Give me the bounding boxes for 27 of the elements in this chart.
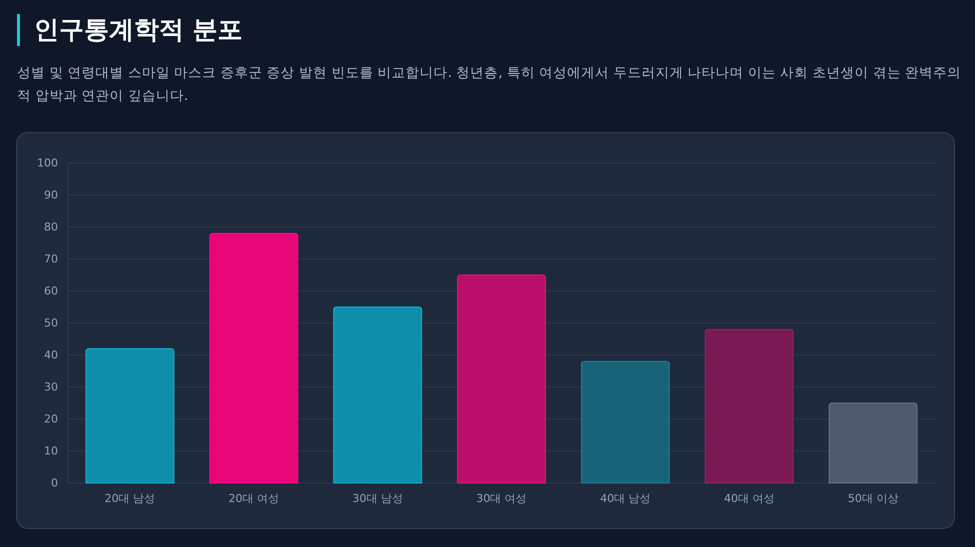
x-tick-label: 30대 여성 bbox=[476, 492, 527, 505]
y-tick-label: 20 bbox=[44, 412, 58, 426]
chart-subtitle: 성별 및 연령대별 스마일 마스크 증후군 증상 발현 빈도를 비교합니다. 청년층, 특히 여성에게서 두드러지게 나타나며 이는 사회 초년생이 겪는 완벽주의적 압박과 연관이 깊습니다. bbox=[17, 64, 962, 106]
y-tick-label: 70 bbox=[44, 252, 58, 266]
x-tick-label: 20대 남성 bbox=[104, 492, 156, 505]
bar bbox=[704, 328, 794, 484]
y-tick-label: 100 bbox=[37, 156, 58, 170]
bar bbox=[209, 232, 298, 484]
x-tick-label: 30대 남성 bbox=[352, 492, 403, 505]
y-tick-label: 80 bbox=[44, 220, 58, 234]
y-tick-label: 0 bbox=[51, 476, 58, 490]
x-tick-label: 50대 이상 bbox=[848, 492, 898, 505]
bar bbox=[457, 274, 546, 484]
bar bbox=[828, 402, 918, 484]
x-tick-label: 40대 남성 bbox=[600, 492, 651, 505]
bar bbox=[580, 360, 670, 484]
x-tick-label: 40대 여성 bbox=[724, 492, 774, 505]
y-tick-label: 40 bbox=[44, 348, 58, 362]
y-tick-label: 60 bbox=[44, 284, 58, 298]
x-tick-label: 20대 여성 bbox=[228, 492, 280, 505]
y-tick-label: 30 bbox=[44, 380, 58, 394]
y-tick-label: 50 bbox=[44, 316, 58, 330]
y-tick-label: 90 bbox=[44, 188, 58, 202]
bar bbox=[85, 348, 174, 484]
y-tick-label: 10 bbox=[44, 444, 58, 458]
chart-title: 인구통계학적 분포 bbox=[17, 14, 243, 46]
bar bbox=[333, 306, 422, 484]
